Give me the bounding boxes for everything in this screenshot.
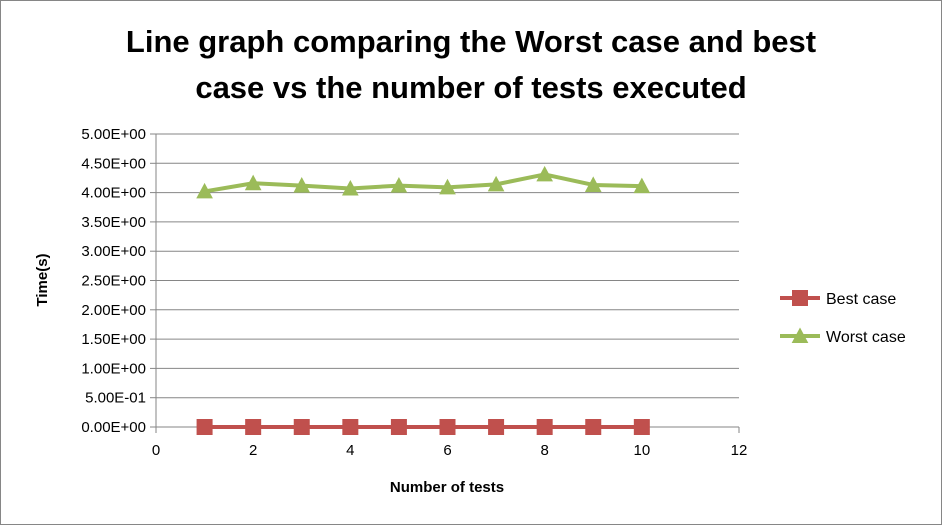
worst-case-point <box>244 174 262 191</box>
best-case-point <box>536 419 553 435</box>
best-case-point <box>342 419 359 435</box>
x-tick-label: 10 <box>633 442 650 459</box>
chart-title: Line graph comparing the Worst case and … <box>126 24 816 105</box>
y-axis-title: Time(s) <box>34 253 51 306</box>
worst-case-point <box>584 176 602 192</box>
x-tick-label: 2 <box>249 442 257 459</box>
chart-title-line-1: Line graph comparing the Worst case and … <box>126 24 816 59</box>
legend-label-best-case: Best case <box>826 291 896 308</box>
best-case-point <box>488 419 505 435</box>
y-tick-label: 5.00E-01 <box>85 390 146 407</box>
y-tick-label: 3.00E+00 <box>81 243 146 260</box>
worst-case-point <box>390 177 408 193</box>
best-case-point <box>633 419 650 435</box>
worst-case-point <box>196 182 213 199</box>
y-tick-label: 4.00E+00 <box>81 185 146 202</box>
y-tick-label: 1.50E+00 <box>81 331 146 348</box>
worst-case-line <box>204 172 642 194</box>
x-tick-label: 6 <box>443 442 451 459</box>
y-tick-label: 1.00E+00 <box>81 360 146 377</box>
worst-case-point <box>633 177 651 194</box>
legend: Best case Worst case <box>780 290 906 346</box>
axes <box>150 133 740 433</box>
x-tick-label: 0 <box>152 442 160 459</box>
best-case-point <box>439 419 456 435</box>
y-tick-label: 5.00E+00 <box>81 126 146 143</box>
plot-series <box>196 165 651 435</box>
worst-case-point <box>293 177 311 193</box>
x-tick-label: 12 <box>731 442 748 459</box>
worst-case-point <box>487 175 505 192</box>
worst-case-series <box>196 165 651 199</box>
best-case-series <box>196 419 650 435</box>
best-case-point <box>390 419 407 435</box>
legend-label-worst-case: Worst case <box>826 329 906 346</box>
best-case-point <box>196 419 213 435</box>
legend-entry-best-case: Best case <box>780 290 896 308</box>
y-tick-label: 2.00E+00 <box>81 302 146 319</box>
x-axis-title: Number of tests <box>390 479 504 496</box>
y-axis-tick-labels: 0.00E+00 5.00E-01 1.00E+00 1.50E+00 2.00E+00… <box>81 126 146 436</box>
y-tick-label: 3.50E+00 <box>81 214 146 231</box>
x-tick-label: 8 <box>540 442 548 459</box>
legend-marker-best-case <box>792 290 808 306</box>
x-tick-label: 4 <box>346 442 354 459</box>
best-case-point <box>245 419 262 435</box>
x-axis-tick-labels: 0 2 4 6 8 10 12 <box>152 442 748 459</box>
worst-case-point <box>341 179 359 196</box>
chart-title-line-2: case vs the number of tests executed <box>195 70 746 105</box>
worst-case-point <box>536 165 554 182</box>
gridlines <box>156 133 739 399</box>
legend-marker-worst-case <box>791 327 809 343</box>
worst-case-point <box>439 178 456 195</box>
legend-entry-worst-case: Worst case <box>780 327 906 346</box>
y-tick-label: 4.50E+00 <box>81 155 146 172</box>
best-case-point <box>293 419 310 435</box>
y-tick-label: 2.50E+00 <box>81 273 146 290</box>
best-case-point <box>585 419 602 435</box>
y-tick-label: 0.00E+00 <box>81 419 146 436</box>
